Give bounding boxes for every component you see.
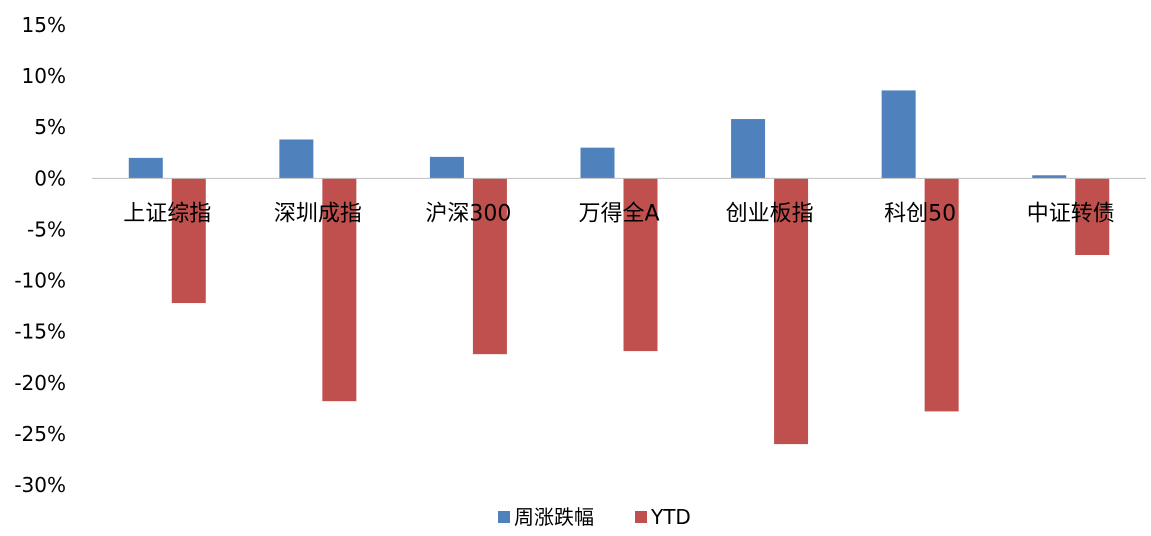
legend-label-weekly-change: 周涨跌幅 [514,505,594,529]
legend: 周涨跌幅 YTD [498,505,691,529]
bar-ytd-0 [171,178,206,304]
bar-ytd-5 [924,178,959,412]
y-tick-label: -30% [14,473,66,497]
category-label: 沪深300 [425,201,511,226]
legend-swatch-ytd [635,511,647,523]
y-tick-label: -15% [14,320,66,344]
category-label: 科创50 [884,201,956,226]
y-tick-label: -25% [14,422,66,446]
bar-weekly-change-4 [731,119,766,179]
bar-weekly-change-3 [580,147,615,179]
y-axis-ticks: 15% 10% 5% 0% -5% -10% -15% -20% -25% -30% [14,13,66,497]
bar-ytd-1 [322,178,357,402]
y-tick-label: 10% [22,64,66,88]
y-tick-label: -5% [27,217,66,241]
bar-weekly-change-0 [128,157,163,179]
category-label: 上证综指 [123,201,211,226]
bar-weekly-change-1 [279,139,314,179]
category-label: 中证转债 [1027,201,1115,226]
y-tick-label: 15% [22,13,66,37]
y-tick-label: 0% [34,166,66,190]
y-tick-label: -10% [14,269,66,293]
bar-weekly-change-6 [1032,175,1067,179]
y-tick-label: -20% [14,371,66,395]
x-axis-category-labels: 上证综指 深圳成指 沪深300 万得全A 创业板指 科创50 中证转债 [123,201,1114,226]
bar-weekly-change-2 [429,156,464,179]
bar-weekly-change-5 [881,90,916,179]
legend-label-ytd: YTD [650,505,691,529]
category-label: 创业板指 [726,201,814,226]
bars [128,90,1110,445]
bar-ytd-3 [623,178,658,352]
legend-swatch-weekly-change [498,511,510,523]
bar-ytd-6 [1075,178,1110,255]
bar-ytd-4 [774,178,809,445]
category-label: 万得全A [578,201,659,226]
bar-ytd-2 [472,178,507,355]
y-tick-label: 5% [34,115,66,139]
category-label: 深圳成指 [274,201,362,226]
